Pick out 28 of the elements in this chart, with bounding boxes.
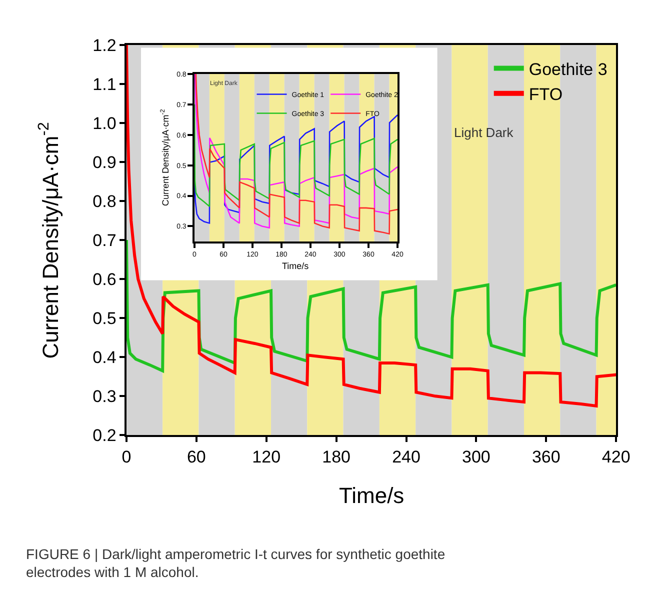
- y-tick-label: 0.3: [92, 387, 116, 406]
- y-tick-label: 0.9: [92, 152, 116, 172]
- y-tick-label: 0.2: [92, 426, 116, 446]
- x-tick-label: 360: [532, 447, 560, 466]
- line-series: [126, 238, 616, 372]
- x-tick-label: 0: [122, 447, 132, 466]
- x-tick-label: 300: [462, 447, 490, 466]
- x-tick-label: 240: [392, 447, 420, 466]
- annotation: Light Dark: [454, 125, 514, 140]
- y-tick-label: 0.5: [92, 309, 116, 328]
- legend-label: Goethite 3: [528, 60, 608, 79]
- y-tick-label: 1.0: [92, 114, 116, 133]
- x-tick-label: 420: [602, 447, 630, 466]
- y-tick-label: 0.7: [92, 230, 116, 250]
- x-tick-label: 120: [252, 447, 281, 466]
- y-tick-label: 0.6: [92, 270, 116, 290]
- y-tick-label: 0.8: [92, 192, 116, 211]
- x-tick-label: 60: [186, 447, 206, 466]
- y-tick-label: 1.1: [92, 74, 116, 94]
- y-tick-label: 0.4: [92, 348, 116, 368]
- x-axis-title: Time/s: [339, 483, 404, 508]
- line-series: [126, 44, 616, 408]
- x-tick-label: 180: [322, 447, 350, 466]
- x-axis-title: Time/s: [282, 261, 310, 271]
- legend-label: FTO: [528, 84, 563, 104]
- caption: FIGURE 6 | Dark/light amperometric I-t curves for synthetic goethite electrodes with 1 M alcohol.: [26, 546, 446, 580]
- y-tick-label: 1.2: [92, 36, 116, 55]
- line-series: [194, 104, 398, 208]
